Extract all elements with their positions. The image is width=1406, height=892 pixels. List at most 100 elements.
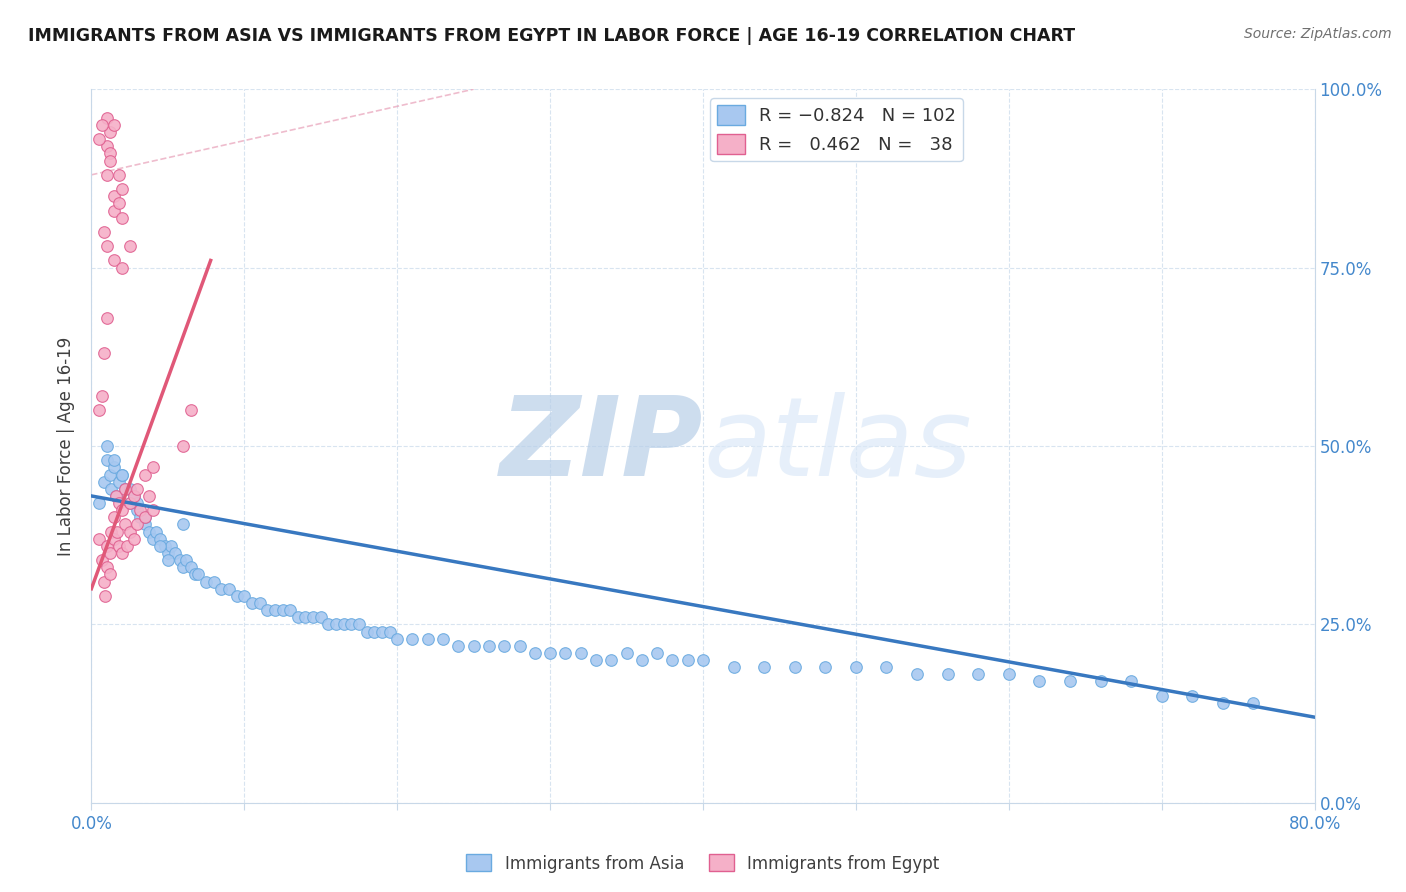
Point xyxy=(100,524,122,539)
Point xyxy=(294,610,316,624)
Point xyxy=(172,439,194,453)
Point xyxy=(122,489,145,503)
Point xyxy=(363,624,385,639)
Point xyxy=(118,239,141,253)
Point xyxy=(103,118,125,132)
Point xyxy=(93,574,115,589)
Point xyxy=(103,253,125,268)
Point xyxy=(600,653,623,667)
Point xyxy=(165,546,187,560)
Point xyxy=(249,596,271,610)
Point xyxy=(723,660,745,674)
Point xyxy=(103,189,125,203)
Point xyxy=(138,524,160,539)
Point xyxy=(378,624,401,639)
Point xyxy=(96,239,118,253)
Point xyxy=(240,596,263,610)
Point xyxy=(967,667,990,681)
Point xyxy=(160,539,183,553)
Point xyxy=(432,632,454,646)
Point xyxy=(661,653,683,667)
Point xyxy=(138,489,160,503)
Point xyxy=(1121,674,1143,689)
Point xyxy=(87,532,110,546)
Point xyxy=(108,475,131,489)
Point xyxy=(783,660,806,674)
Point xyxy=(111,467,134,482)
Point xyxy=(302,610,325,624)
Point xyxy=(87,403,110,417)
Point xyxy=(271,603,294,617)
Point xyxy=(1150,689,1173,703)
Point xyxy=(108,496,131,510)
Point xyxy=(998,667,1021,681)
Point xyxy=(416,632,439,646)
Point xyxy=(692,653,714,667)
Point xyxy=(180,560,202,574)
Point xyxy=(287,610,309,624)
Point xyxy=(111,260,134,275)
Point xyxy=(129,503,152,517)
Point xyxy=(122,532,145,546)
Point xyxy=(184,567,207,582)
Point xyxy=(96,168,118,182)
Point xyxy=(180,403,202,417)
Point xyxy=(105,524,128,539)
Point xyxy=(103,203,125,218)
Point xyxy=(103,532,125,546)
Point xyxy=(172,560,194,574)
Point xyxy=(585,653,607,667)
Legend: R = −0.824   N = 102, R =   0.462   N =   38: R = −0.824 N = 102, R = 0.462 N = 38 xyxy=(710,98,963,161)
Point xyxy=(202,574,225,589)
Point xyxy=(149,539,172,553)
Point xyxy=(401,632,423,646)
Point xyxy=(118,496,141,510)
Point xyxy=(127,496,149,510)
Point xyxy=(905,667,928,681)
Point xyxy=(156,546,179,560)
Point xyxy=(94,589,117,603)
Point xyxy=(98,467,121,482)
Point xyxy=(134,510,156,524)
Point xyxy=(523,646,546,660)
Point xyxy=(875,660,898,674)
Point xyxy=(129,510,152,524)
Point xyxy=(676,653,699,667)
Point xyxy=(108,196,131,211)
Point xyxy=(153,539,176,553)
Point xyxy=(118,482,141,496)
Point xyxy=(96,310,118,325)
Point xyxy=(385,632,409,646)
Point xyxy=(256,603,278,617)
Point xyxy=(209,582,232,596)
Point xyxy=(478,639,501,653)
Point xyxy=(463,639,485,653)
Point xyxy=(111,467,134,482)
Point xyxy=(145,524,167,539)
Point xyxy=(332,617,354,632)
Point xyxy=(195,574,218,589)
Point xyxy=(371,624,394,639)
Point xyxy=(87,132,110,146)
Point xyxy=(96,139,118,153)
Point xyxy=(111,182,134,196)
Point xyxy=(96,560,118,574)
Point xyxy=(111,546,134,560)
Text: Source: ZipAtlas.com: Source: ZipAtlas.com xyxy=(1244,27,1392,41)
Point xyxy=(127,482,149,496)
Point xyxy=(96,439,118,453)
Point xyxy=(103,460,125,475)
Point xyxy=(127,503,149,517)
Point xyxy=(98,546,121,560)
Point xyxy=(98,153,121,168)
Point xyxy=(108,168,131,182)
Point xyxy=(845,660,868,674)
Point xyxy=(115,539,138,553)
Point xyxy=(93,225,115,239)
Point xyxy=(233,589,256,603)
Point xyxy=(127,517,149,532)
Point xyxy=(340,617,363,632)
Point xyxy=(494,639,516,653)
Point xyxy=(122,489,145,503)
Point xyxy=(118,524,141,539)
